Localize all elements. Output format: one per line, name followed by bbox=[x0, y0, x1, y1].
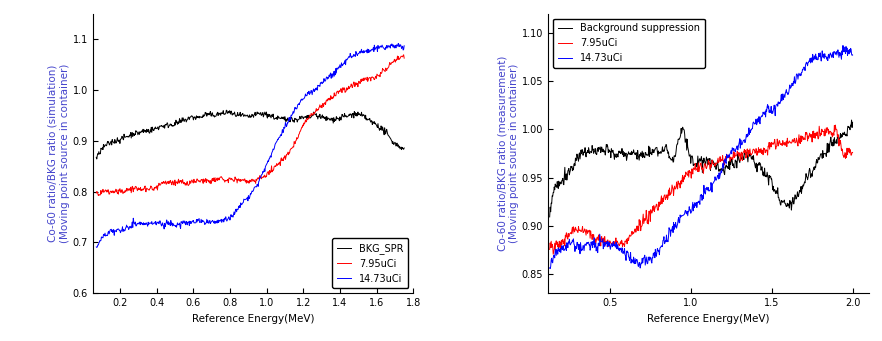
14.73uCi bbox=[297, 98, 308, 102]
Background suppression bbox=[773, 186, 783, 190]
Background suppression bbox=[622, 152, 632, 157]
14.73uCi bbox=[231, 207, 242, 211]
7.95uCi bbox=[399, 53, 409, 57]
7.95uCi bbox=[146, 184, 157, 189]
7.95uCi bbox=[297, 125, 308, 129]
14.73uCi bbox=[599, 244, 609, 248]
14.73uCi bbox=[544, 266, 555, 270]
BKG_SPR bbox=[297, 116, 308, 120]
Background suppression bbox=[598, 147, 609, 151]
BKG_SPR bbox=[231, 114, 242, 118]
14.73uCi bbox=[273, 137, 283, 142]
7.95uCi bbox=[548, 252, 558, 256]
X-axis label: Reference Energy(MeV): Reference Energy(MeV) bbox=[191, 314, 314, 324]
7.95uCi bbox=[324, 96, 334, 100]
Background suppression bbox=[846, 118, 856, 122]
7.95uCi bbox=[830, 123, 841, 127]
BKG_SPR bbox=[221, 108, 232, 112]
7.95uCi bbox=[682, 173, 692, 177]
Line: 7.95uCi: 7.95uCi bbox=[96, 55, 404, 195]
7.95uCi bbox=[544, 248, 555, 252]
14.73uCi bbox=[747, 127, 758, 131]
14.73uCi bbox=[324, 76, 334, 80]
14.73uCi bbox=[146, 221, 157, 225]
X-axis label: Reference Energy(MeV): Reference Energy(MeV) bbox=[647, 314, 770, 324]
BKG_SPR bbox=[399, 146, 409, 150]
7.95uCi bbox=[623, 236, 633, 240]
7.95uCi bbox=[747, 151, 758, 155]
14.73uCi bbox=[623, 250, 633, 254]
Line: 14.73uCi: 14.73uCi bbox=[96, 43, 404, 248]
7.95uCi bbox=[91, 191, 101, 195]
Y-axis label: Co-60 ratio/BKG ratio (simulation)
(Moving point source in container): Co-60 ratio/BKG ratio (simulation) (Movi… bbox=[48, 64, 70, 243]
14.73uCi bbox=[773, 100, 783, 104]
7.95uCi bbox=[723, 155, 734, 159]
BKG_SPR bbox=[170, 118, 181, 122]
14.73uCi bbox=[170, 223, 181, 227]
Background suppression bbox=[544, 215, 555, 219]
Legend: BKG_SPR, 7.95uCi, 14.73uCi: BKG_SPR, 7.95uCi, 14.73uCi bbox=[332, 238, 408, 288]
Background suppression bbox=[682, 148, 692, 152]
7.95uCi bbox=[599, 241, 609, 245]
14.73uCi bbox=[393, 41, 404, 45]
7.95uCi bbox=[231, 177, 242, 181]
Line: Background suppression: Background suppression bbox=[549, 120, 853, 217]
Background suppression bbox=[848, 120, 858, 124]
14.73uCi bbox=[848, 53, 858, 57]
Line: BKG_SPR: BKG_SPR bbox=[96, 110, 404, 159]
BKG_SPR bbox=[92, 157, 102, 161]
BKG_SPR bbox=[91, 155, 101, 159]
7.95uCi bbox=[273, 162, 283, 166]
14.73uCi bbox=[545, 267, 556, 271]
14.73uCi bbox=[92, 246, 102, 250]
14.73uCi bbox=[723, 153, 734, 157]
Y-axis label: Co-60 ratio/BKG ratio (measurement)
(Moving point source in container): Co-60 ratio/BKG ratio (measurement) (Mov… bbox=[497, 56, 519, 251]
Line: 7.95uCi: 7.95uCi bbox=[549, 125, 853, 254]
7.95uCi bbox=[170, 180, 181, 184]
14.73uCi bbox=[682, 209, 692, 213]
BKG_SPR bbox=[273, 115, 284, 119]
Background suppression bbox=[747, 157, 758, 161]
BKG_SPR bbox=[324, 117, 334, 121]
7.95uCi bbox=[848, 150, 858, 154]
7.95uCi bbox=[773, 144, 783, 148]
Legend: Background suppression, 7.95uCi, 14.73uCi: Background suppression, 7.95uCi, 14.73uC… bbox=[553, 18, 705, 68]
7.95uCi bbox=[399, 56, 409, 60]
14.73uCi bbox=[838, 43, 848, 47]
Background suppression bbox=[723, 167, 734, 171]
Line: 14.73uCi: 14.73uCi bbox=[549, 45, 853, 269]
BKG_SPR bbox=[146, 125, 157, 129]
14.73uCi bbox=[91, 245, 101, 249]
7.95uCi bbox=[93, 193, 103, 197]
14.73uCi bbox=[399, 44, 409, 48]
